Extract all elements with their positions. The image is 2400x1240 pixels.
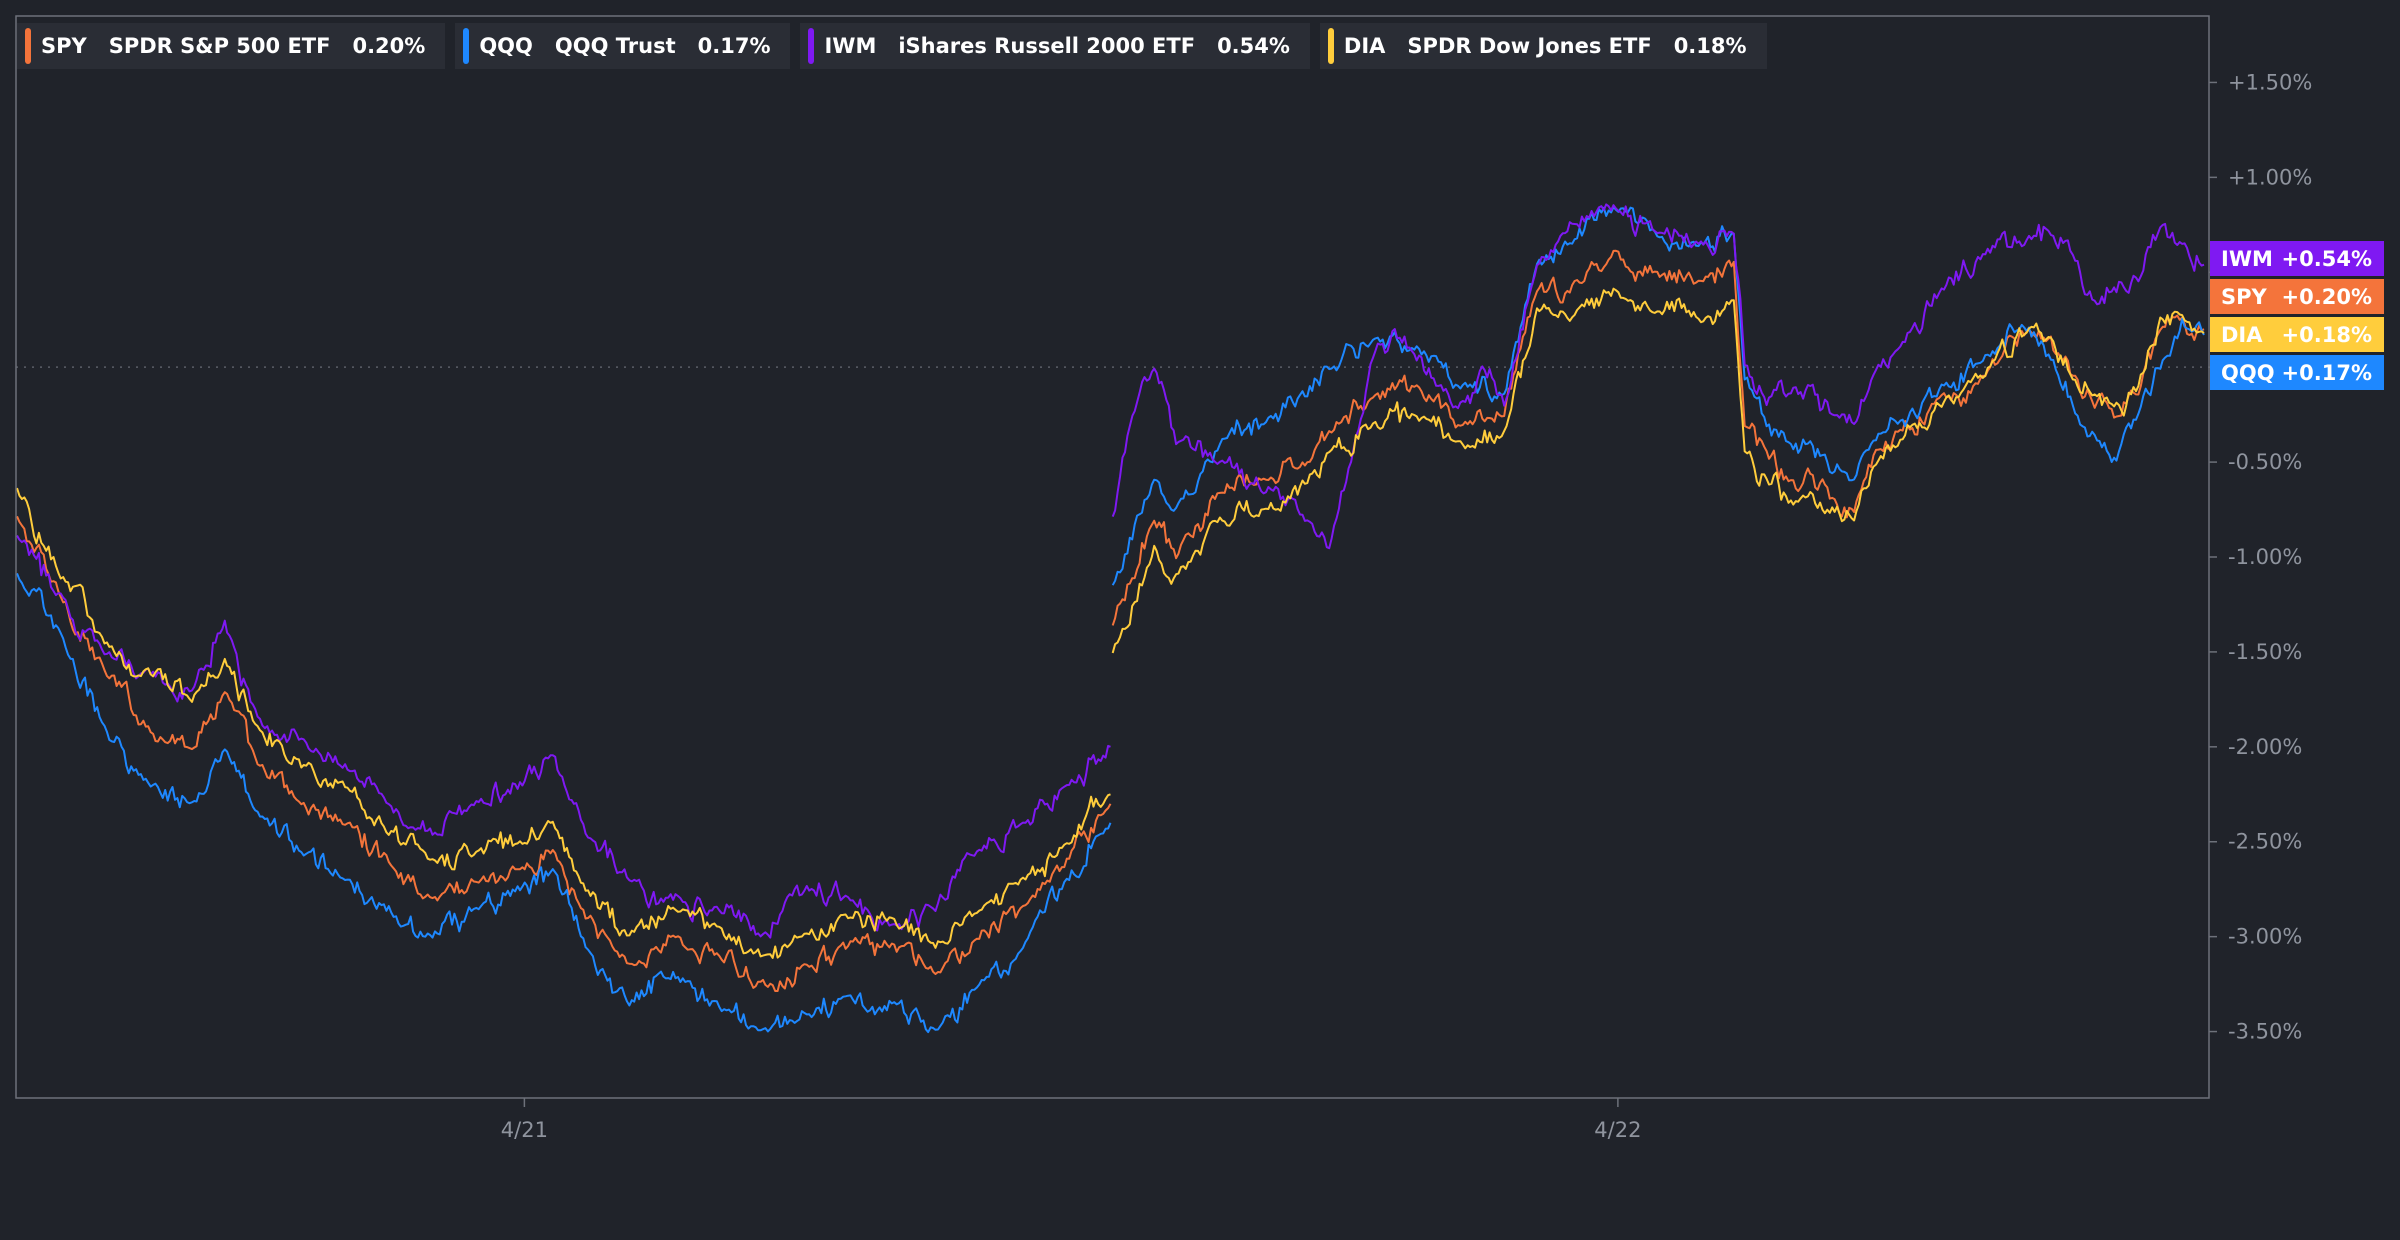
y-tick-label: -2.00% bbox=[2228, 735, 2302, 759]
y-axis: +1.50% +1.00% -0.50% -1.00% -1.50% -2.00% -2.5… bbox=[2209, 70, 2312, 1044]
badge-symbol: QQQ bbox=[2221, 361, 2275, 385]
chart-legend: SPY SPDR S&P 500 ETF 0.20% QQQ QQQ Trust… bbox=[17, 23, 1777, 69]
legend-value-iwm: 0.54% bbox=[1217, 34, 1290, 58]
legend-swatch-dia bbox=[1327, 28, 1334, 64]
x-tick-label: 4/21 bbox=[501, 1118, 548, 1142]
last-value-badges: IWM +0.54% SPY +0.20% DIA +0.18% QQQ +0.17% bbox=[2210, 241, 2384, 390]
legend-name-dia: SPDR Dow Jones ETF bbox=[1407, 34, 1652, 58]
x-tick-label: 4/22 bbox=[1594, 1118, 1641, 1142]
legend-name-spy: SPDR S&P 500 ETF bbox=[108, 34, 331, 58]
badge-dia: DIA +0.18% bbox=[2210, 317, 2384, 352]
y-tick-label: -1.50% bbox=[2228, 640, 2302, 664]
badge-symbol: IWM bbox=[2221, 247, 2273, 271]
legend-symbol-iwm: IWM bbox=[824, 34, 877, 58]
legend-item-spy[interactable]: SPY SPDR S&P 500 ETF 0.20% bbox=[17, 23, 446, 69]
series-line-qqq-1 bbox=[1111, 206, 2205, 586]
series-line-iwm-0 bbox=[16, 535, 1111, 939]
series-line-iwm-1 bbox=[1111, 203, 2205, 550]
legend-value-qqq: 0.17% bbox=[697, 34, 771, 58]
series-lines bbox=[16, 203, 2205, 1034]
y-tick-label: -0.50% bbox=[2228, 450, 2302, 474]
legend-swatch-spy bbox=[25, 28, 31, 64]
badge-symbol: SPY bbox=[2221, 285, 2268, 309]
y-tick-label: +1.50% bbox=[2228, 70, 2312, 94]
badge-value: +0.20% bbox=[2282, 285, 2372, 309]
legend-swatch-qqq bbox=[463, 28, 470, 64]
badge-bg bbox=[2210, 241, 2384, 276]
legend-symbol-spy: SPY bbox=[41, 34, 87, 58]
legend-item-iwm[interactable]: IWM iShares Russell 2000 ETF 0.54% bbox=[800, 23, 1310, 69]
badge-value: +0.17% bbox=[2282, 361, 2372, 385]
badge-qqq: QQQ +0.17% bbox=[2210, 355, 2384, 390]
badge-iwm: IWM +0.54% bbox=[2210, 241, 2384, 276]
y-tick-label: -3.00% bbox=[2228, 925, 2302, 949]
badge-value: +0.54% bbox=[2282, 247, 2372, 271]
legend-name-iwm: iShares Russell 2000 ETF bbox=[898, 34, 1196, 58]
x-axis: 4/21 4/22 bbox=[501, 1098, 1641, 1142]
legend-value-spy: 0.20% bbox=[352, 34, 426, 58]
legend-symbol-qqq: QQQ bbox=[479, 34, 533, 58]
badge-spy: SPY +0.20% bbox=[2210, 279, 2384, 314]
series-line-dia-1 bbox=[1111, 287, 2205, 654]
series-line-dia-0 bbox=[16, 487, 1111, 959]
y-tick-label: -3.50% bbox=[2228, 1020, 2302, 1044]
series-line-spy-1 bbox=[1111, 249, 2205, 626]
y-tick-label: +1.00% bbox=[2228, 165, 2312, 189]
legend-name-qqq: QQQ Trust bbox=[554, 34, 676, 58]
series-line-spy-0 bbox=[16, 515, 1112, 992]
series-line-qqq-0 bbox=[16, 572, 1112, 1034]
badge-bg bbox=[2210, 279, 2384, 314]
badge-bg bbox=[2210, 317, 2384, 352]
y-tick-label: -2.50% bbox=[2228, 830, 2302, 854]
y-tick-label: -1.00% bbox=[2228, 545, 2302, 569]
badge-symbol: DIA bbox=[2221, 323, 2263, 347]
legend-item-dia[interactable]: DIA SPDR Dow Jones ETF 0.18% bbox=[1319, 23, 1767, 69]
legend-swatch-iwm bbox=[808, 28, 815, 64]
legend-value-dia: 0.18% bbox=[1673, 34, 1747, 58]
badge-value: +0.18% bbox=[2282, 323, 2372, 347]
legend-item-qqq[interactable]: QQQ QQQ Trust 0.17% bbox=[455, 23, 791, 69]
badge-bg bbox=[2210, 355, 2384, 390]
legend-symbol-dia: DIA bbox=[1343, 34, 1386, 58]
